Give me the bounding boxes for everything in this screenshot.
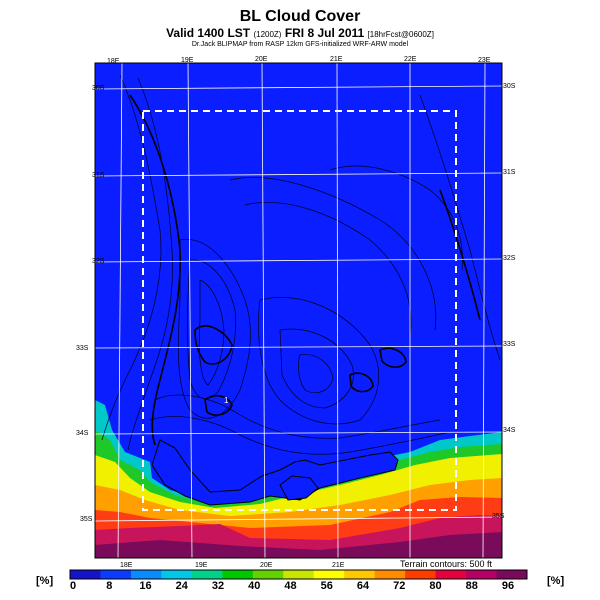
colorbar-tick-64: 64 — [356, 580, 370, 592]
lat-label-right-34: 34S — [503, 427, 516, 434]
colorbar-cell-8 — [313, 570, 345, 579]
colorbar-tick-72: 72 — [393, 580, 406, 592]
lon-label-top-21: 21E — [330, 56, 343, 63]
valid-zulu: (1200Z) — [253, 30, 282, 39]
colorbar-tick-0: 0 — [69, 580, 77, 592]
colorbar-cell-12 — [435, 570, 467, 579]
colorbar-unit-right: [%] — [547, 575, 565, 587]
map-title: BL Cloud Cover — [239, 8, 361, 25]
lat-label-right-35: 35S — [492, 513, 505, 520]
lat-label-right-32: 32S — [503, 255, 516, 262]
terrain-contour-note: Terrain contours: 500 ft — [400, 559, 493, 569]
colorbar-cell-2 — [130, 570, 162, 579]
colorbar-tick-80: 80 — [429, 580, 442, 592]
colorbar-cell-13 — [466, 570, 498, 579]
lon-label-top-23: 23E — [478, 57, 491, 64]
colorbar-cell-5 — [222, 570, 254, 579]
lon-label-bottom-20: 20E — [260, 562, 273, 569]
lat-label-left-31: 31S — [92, 172, 105, 179]
coastline — [129, 94, 481, 446]
colorbar-tick-40: 40 — [248, 580, 261, 592]
model-source: Dr.Jack BLIPMAP from RASP 12km GFS-initi… — [191, 41, 409, 48]
lon-label-top-18: 18E — [107, 58, 120, 65]
clear-pocket-small — [279, 475, 319, 501]
map-frame — [94, 62, 503, 559]
colorbar-cell-6 — [252, 570, 284, 579]
valid-date: FRI 8 Jul 2011 — [284, 26, 365, 40]
colorbar-cell-4 — [191, 570, 223, 579]
lat-label-right-31: 31S — [503, 169, 516, 176]
lat-label-left-34: 34S — [76, 430, 89, 437]
lon-label-bottom-19: 19E — [195, 562, 208, 569]
lon-label-top-19: 19E — [181, 57, 194, 64]
colorbar-tick-32: 32 — [211, 580, 225, 592]
colorbar-cell-11 — [405, 570, 437, 579]
colorbar-tick-48: 48 — [284, 580, 297, 592]
colorbar-cell-7 — [283, 570, 315, 579]
lat-label-right-33: 33S — [503, 341, 516, 348]
colorbar-unit-left: [%] — [36, 575, 54, 587]
colorbar-cell-1 — [100, 570, 132, 579]
colorbar-cell-0 — [70, 570, 101, 579]
lat-lon-grid — [95, 63, 502, 558]
colorbar-tick-96: 96 — [501, 580, 515, 592]
lon-label-bottom-21: 21E — [332, 562, 345, 569]
lon-label-bottom-18: 18E — [120, 562, 133, 569]
lat-label-left-30: 30S — [92, 85, 105, 92]
inner-domain-box — [142, 110, 457, 511]
lat-label-left-32: 32S — [92, 258, 105, 265]
colorbar-cell-9 — [344, 570, 376, 579]
clear-pocket-west — [151, 439, 399, 506]
valid-prefix: Valid 1400 LST — [166, 26, 251, 40]
valid-time: Valid 1400 LST (1200Z) FRI 8 Jul 2011 [1… — [0, 26, 600, 40]
terrain-contours — [101, 74, 501, 455]
lon-label-top-20: 20E — [255, 56, 268, 63]
lat-label-right-30: 30S — [503, 83, 516, 90]
colorbar-tick-56: 56 — [320, 580, 333, 592]
lat-label-left-35: 35S — [80, 516, 93, 523]
colorbar-tick-16: 16 — [139, 580, 152, 592]
lon-label-top-22: 22E — [404, 56, 417, 63]
colorbar-cell-14 — [496, 570, 528, 579]
colorbar-tick-88: 88 — [465, 580, 478, 592]
forecast-hour: [18hrFcst@0600Z] — [367, 30, 434, 39]
colorbar-cell-3 — [161, 570, 193, 579]
colorbar-tick-24: 24 — [175, 580, 188, 592]
colorbar-frame — [69, 569, 528, 580]
cloud-band-purple — [95, 532, 502, 558]
lat-label-left-33: 33S — [76, 345, 89, 352]
site-marker-label: 1 — [224, 396, 229, 405]
colorbar-tick-8: 8 — [106, 580, 113, 592]
colorbar-cell-10 — [374, 570, 406, 579]
